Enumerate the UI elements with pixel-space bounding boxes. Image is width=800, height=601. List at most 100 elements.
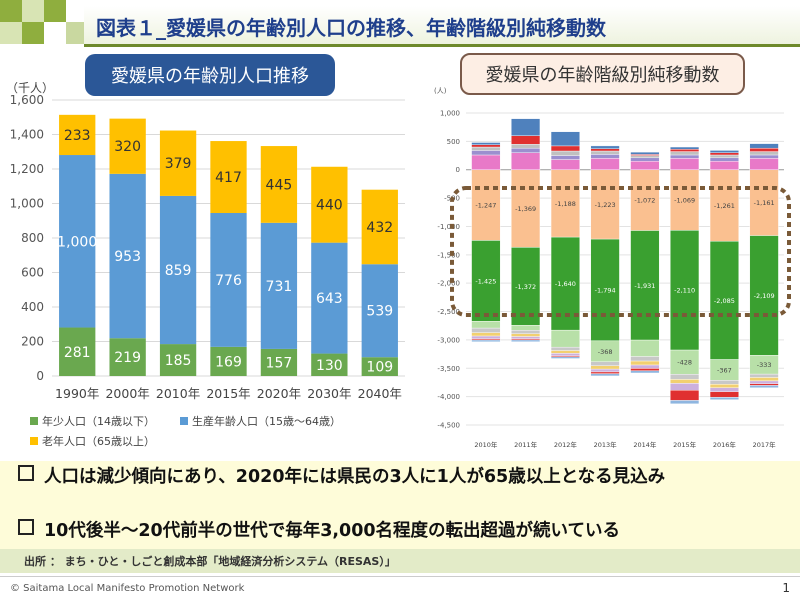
source-text: 出所 ： まち・ひと・しごと創成本部「地域経済分析システム（RESAS）」 [24, 555, 396, 568]
bar-segment [749, 383, 779, 386]
bar-segment [311, 353, 348, 376]
highlight-box [450, 186, 791, 317]
bar-segment [511, 325, 541, 331]
bar-segment [630, 370, 660, 374]
bar-segment [511, 143, 541, 149]
bar-segment [361, 357, 398, 376]
bar-segment [670, 154, 700, 159]
data-label: 731 [266, 279, 293, 295]
bar-segment [260, 348, 298, 376]
y-tick-label: 0 [456, 166, 460, 174]
bar-segment [471, 144, 501, 148]
bar-segment [630, 368, 660, 371]
y-tick-label: -1,000 [437, 223, 460, 231]
data-label: 130 [316, 358, 343, 374]
legend-swatch [30, 417, 38, 425]
x-tick-label: 2000年 [105, 386, 149, 401]
x-tick-label: 2014年 [633, 440, 657, 449]
x-tick-label: 2012年 [554, 440, 578, 449]
bar-segment [109, 173, 146, 339]
bar-segment [471, 142, 501, 145]
bar-segment [59, 327, 96, 376]
y-tick-label: -3,000 [437, 336, 460, 344]
data-label: 643 [316, 291, 343, 307]
bar-segment [511, 169, 541, 248]
bar-segment [749, 154, 779, 159]
data-label: -2,085 [714, 297, 735, 305]
bar-segment [590, 148, 620, 152]
bar-segment [550, 155, 580, 160]
bar-segment [471, 339, 501, 342]
data-label: 219 [114, 350, 141, 366]
checkbox-icon [18, 465, 34, 481]
bar-segment [471, 154, 501, 170]
bar-segment [749, 158, 779, 170]
y-tick-label: 1,600 [10, 93, 44, 107]
bar-segment [749, 147, 779, 152]
x-tick-label: 2010年 [156, 386, 200, 401]
x-tick-label: 2040年 [358, 386, 402, 401]
bar-segment [709, 380, 739, 385]
bar-segment [670, 146, 700, 150]
data-label: 109 [366, 360, 393, 376]
bar-segment [511, 330, 541, 334]
bar-segment [511, 247, 541, 326]
y-tick-label: -4,500 [437, 422, 460, 430]
y-tick-label: 1,400 [10, 128, 44, 142]
data-label: -333 [757, 361, 772, 369]
bar-segment [210, 141, 247, 213]
bar-segment [511, 152, 541, 170]
bar-segment [511, 333, 541, 337]
bar-segment [670, 169, 700, 231]
bar-segment [550, 131, 580, 147]
legend-label: 生産年齢人口（15歳〜64歳） [192, 414, 341, 428]
bar-segment [311, 166, 348, 243]
data-label: 169 [215, 354, 242, 370]
bar-segment [749, 385, 779, 388]
data-label: -1,369 [515, 205, 536, 213]
decorative-squares [0, 0, 88, 44]
bar-segment [471, 169, 501, 241]
data-label: 157 [266, 355, 293, 371]
bar-segment [361, 189, 398, 265]
y-tick-label: 200 [21, 335, 44, 349]
bar-segment [590, 145, 620, 149]
x-tick-label: 2016年 [713, 440, 737, 449]
bar-segment [709, 154, 739, 159]
bar-segment [471, 332, 501, 337]
data-label: -368 [598, 348, 613, 356]
data-label: -1,247 [475, 202, 496, 210]
bullet-text: 10代後半〜20代前半の世代で毎年3,000名程度の転出超過が続いている [44, 521, 621, 541]
legend-swatch [180, 417, 188, 425]
bar-segment [749, 380, 779, 384]
copyright: © Saitama Local Manifesto Promotion Netw… [10, 583, 245, 594]
data-label: 432 [366, 220, 393, 236]
bar-segment [550, 150, 580, 156]
y-tick-label: -4,000 [437, 393, 460, 401]
data-label: -1,072 [634, 197, 655, 205]
bar-segment [550, 353, 580, 356]
bullet-item: 10代後半〜20代前半の世代で毎年3,000名程度の転出超過が続いている [18, 519, 620, 543]
bar-segment [670, 230, 700, 351]
bar-segment [550, 159, 580, 170]
bar-segment [590, 373, 620, 377]
x-tick-label: 2017年 [753, 440, 777, 449]
bar-segment [471, 321, 501, 329]
data-label: -367 [717, 366, 732, 374]
data-label: 379 [165, 156, 192, 172]
data-label: 539 [366, 304, 393, 320]
bullet-text: 人口は減少傾向にあり、2020年には県民の3人に1人が65歳以上となる見込み [44, 467, 666, 487]
bar-segment [709, 384, 739, 388]
x-tick-label: 2030年 [307, 386, 351, 401]
checkbox-icon [18, 519, 34, 535]
y-tick-label: 1,200 [10, 162, 44, 176]
bar-segment [749, 143, 779, 149]
bar-segment [511, 118, 541, 136]
bar-segment [159, 344, 197, 376]
bar-segment [670, 379, 700, 384]
bar-segment [670, 149, 700, 152]
bar-segment [630, 364, 660, 369]
bar-segment [709, 241, 739, 360]
population-chart: （千人） 0 200 400 600 800 1,000 1,200 1,400 1,600 281… [6, 81, 405, 448]
bar-segment [630, 356, 660, 362]
